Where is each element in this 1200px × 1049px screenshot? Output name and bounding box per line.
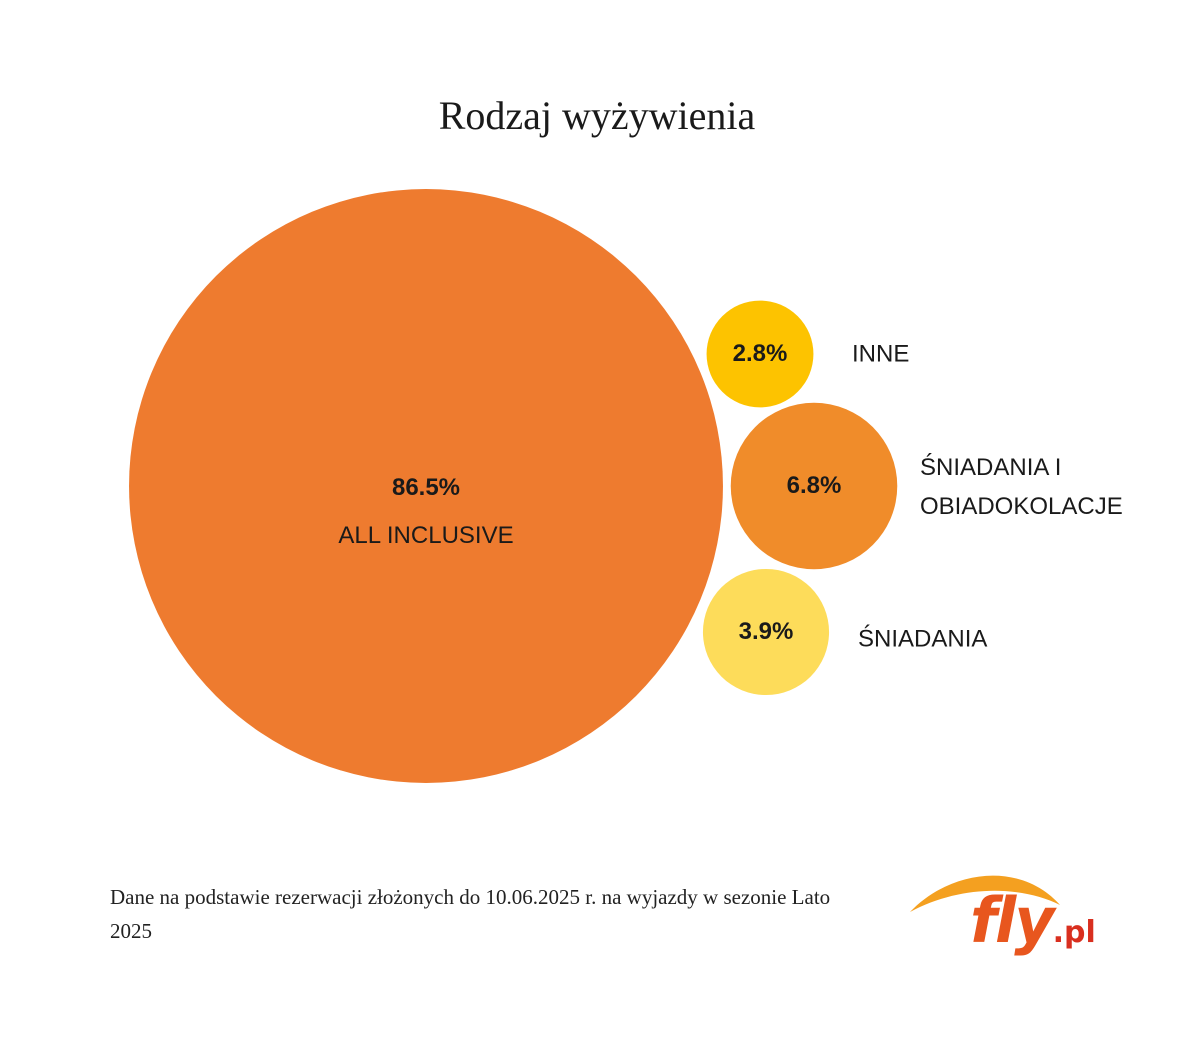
- logo-suffix: .pl: [1052, 915, 1096, 950]
- category-label: ŚNIADANIA I OBIADOKOLACJE: [920, 454, 1123, 520]
- value-label: 86.5%: [391, 474, 461, 501]
- value-label: 3.9%: [738, 618, 794, 645]
- bubble: [702, 568, 830, 696]
- value-label: 6.8%: [786, 472, 842, 499]
- category-label: ALL INCLUSIVE: [338, 522, 514, 549]
- footnote: Dane na podstawie rezerwacji złożonych d…: [110, 885, 831, 943]
- logo: fly.pl: [970, 884, 1096, 957]
- bubble: [706, 300, 814, 408]
- bubble: [129, 189, 723, 783]
- chart-title: Rodzaj wyżywienia: [438, 93, 756, 138]
- category-label: INNE: [852, 340, 910, 368]
- bubble: [730, 402, 898, 570]
- value-label: 2.8%: [732, 340, 788, 367]
- logo-swoosh: [910, 875, 1060, 912]
- logo-text: fly: [970, 884, 1055, 957]
- category-label: ŚNIADANIA: [858, 625, 988, 653]
